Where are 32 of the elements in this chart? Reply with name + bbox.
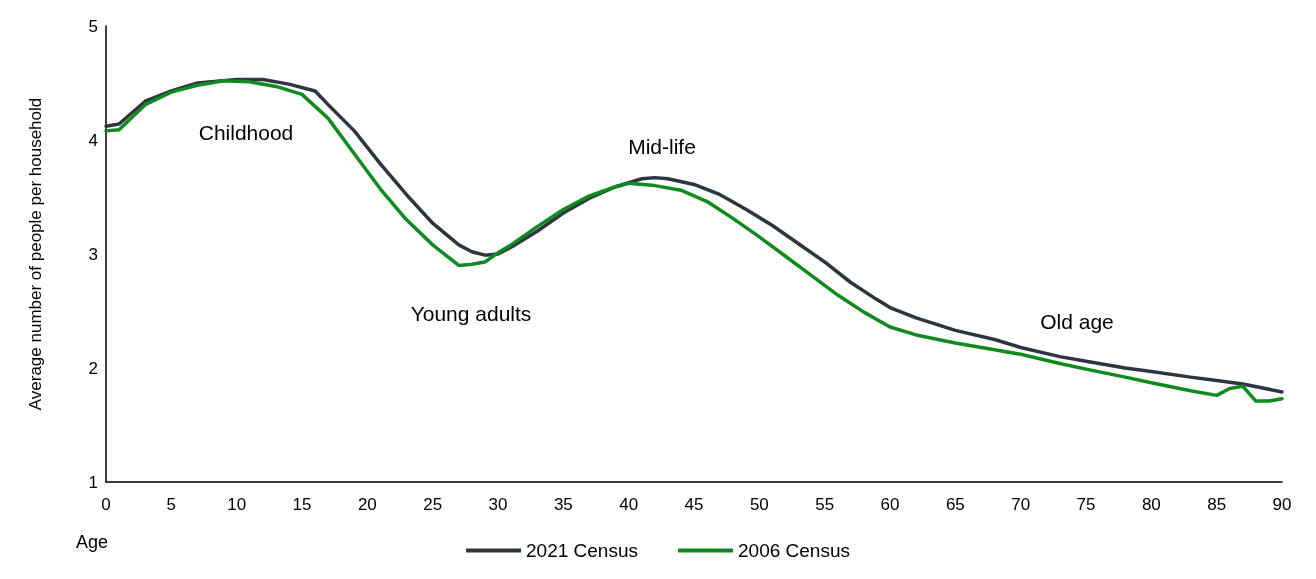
x-tick-label: 30 [488, 495, 508, 514]
x-tick-label: 75 [1076, 495, 1096, 514]
x-tick-label: 45 [684, 495, 704, 514]
x-tick-label: 85 [1207, 495, 1227, 514]
y-tick-label: 2 [88, 358, 98, 378]
annotation: Young adults [410, 301, 532, 325]
y-tick-label: 1 [88, 472, 98, 492]
y-tick-label: 4 [88, 130, 98, 150]
annotation: Mid-life [628, 134, 696, 158]
y-tick-label: 3 [88, 244, 98, 264]
annotation: Childhood [198, 120, 294, 144]
x-tick-label: 25 [423, 495, 443, 514]
x-tick-label: 50 [749, 495, 769, 514]
x-tick-label: 90 [1272, 495, 1292, 514]
x-tick-label: 5 [166, 495, 177, 514]
y-tick-label: 5 [88, 16, 98, 36]
x-tick-label: 10 [227, 495, 247, 514]
x-tick-label: 65 [945, 495, 965, 514]
x-tick-label: 40 [619, 495, 639, 514]
x-tick-label: 20 [357, 495, 377, 514]
x-tick-label: 0 [101, 495, 111, 514]
y-axis-title: Average number of people per household [26, 97, 45, 411]
annotation: Old age [1040, 309, 1114, 333]
x-tick-label: 80 [1141, 495, 1161, 514]
legend-label: 2006 Census [738, 540, 850, 561]
x-tick-label: 15 [292, 495, 312, 514]
x-tick-label: 70 [1011, 495, 1031, 514]
legend-label: 2021 Census [526, 540, 638, 561]
x-axis-title: Age [76, 532, 109, 552]
x-tick-label: 55 [815, 495, 835, 514]
x-tick-label: 60 [880, 495, 900, 514]
x-tick-label: 35 [553, 495, 573, 514]
